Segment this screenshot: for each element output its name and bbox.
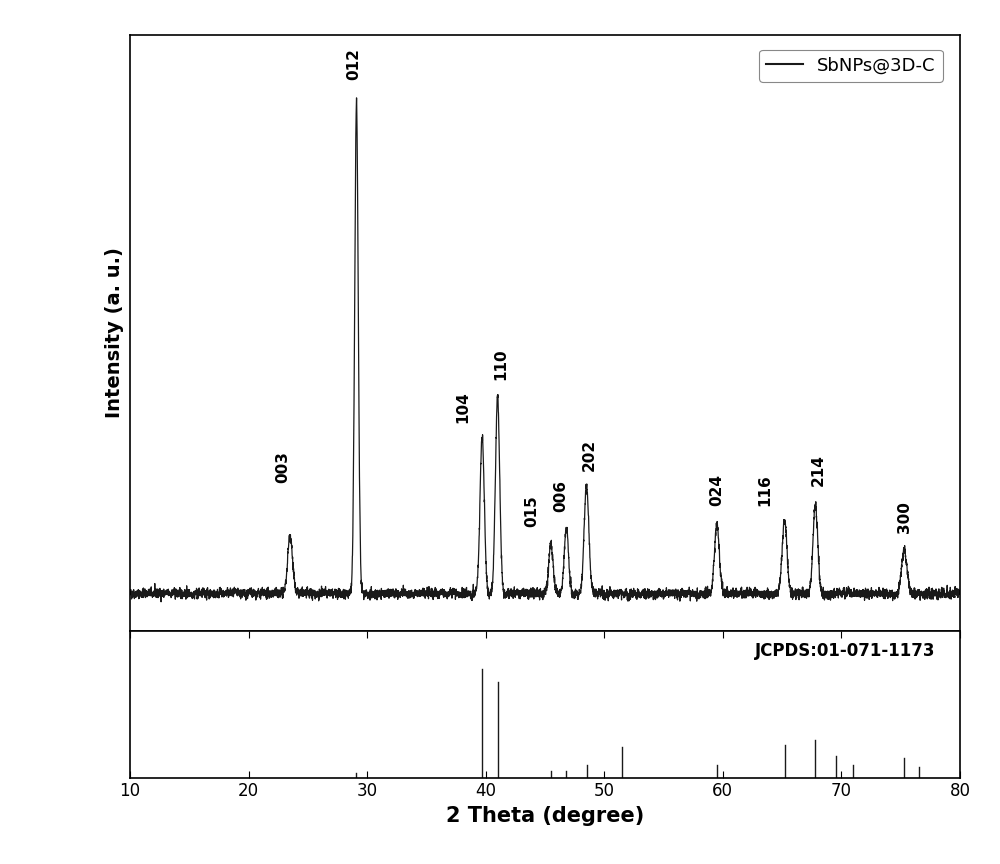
Legend: SbNPs@3D-C: SbNPs@3D-C [759,49,943,82]
Text: 006: 006 [553,480,568,512]
Text: 110: 110 [493,348,508,380]
Y-axis label: Intensity (a. u.): Intensity (a. u.) [105,247,124,418]
Text: 015: 015 [524,495,539,527]
Text: 012: 012 [346,48,361,80]
Text: 104: 104 [455,391,470,423]
X-axis label: 2 Theta (degree): 2 Theta (degree) [446,806,644,826]
Text: 300: 300 [897,501,912,533]
Text: 116: 116 [758,474,773,506]
Text: 024: 024 [709,473,724,505]
Text: JCPDS:01-071-1173: JCPDS:01-071-1173 [755,643,935,660]
Text: 214: 214 [811,454,826,486]
Text: 202: 202 [582,439,597,471]
Text: 003: 003 [276,451,291,483]
